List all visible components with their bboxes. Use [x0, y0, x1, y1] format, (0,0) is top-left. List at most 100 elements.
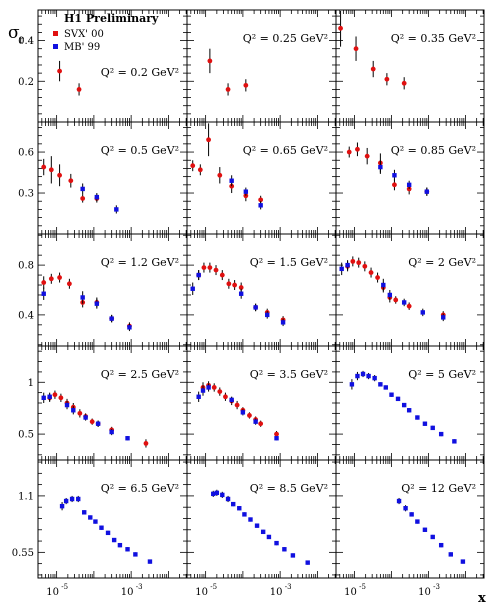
panel-q2-label: Q² = 5 GeV²	[408, 368, 476, 381]
data-point-svx00	[68, 178, 74, 184]
data-point-mb99	[383, 385, 388, 390]
data-point-mb99	[229, 178, 234, 183]
data-point-mb99	[83, 415, 88, 420]
data-point-mb99	[242, 512, 247, 517]
x-tick-exponent: -5	[210, 583, 217, 591]
panel-grid: 0.2 0.4 Q² = 0.2 GeV² Q² = 0.25 GeV² Q² = 0.…	[12, 9, 485, 598]
y-tick-label: 0.5	[18, 430, 34, 441]
data-point-mb99	[422, 527, 428, 532]
data-point-mb99	[190, 286, 195, 291]
data-point-svx00	[76, 87, 82, 92]
data-point-mb99	[88, 515, 93, 520]
data-point-mb99	[125, 436, 130, 441]
panel-q2-label: Q² = 0.65 GeV²	[243, 144, 328, 157]
data-point-mb99	[105, 530, 111, 536]
panel-q2-label: Q² = 12 GeV²	[401, 482, 476, 495]
data-point-mb99	[345, 262, 350, 268]
y-axis-symbol: σ	[8, 23, 20, 43]
data-point-svx00	[219, 272, 225, 278]
data-point-svx00	[364, 153, 370, 159]
data-point-mb99	[214, 490, 220, 496]
data-point-mb99	[392, 173, 397, 178]
panel-frame	[37, 345, 188, 461]
data-point-svx00	[57, 275, 62, 280]
data-point-mb99	[290, 553, 296, 558]
x-tick-exponent: -3	[285, 583, 292, 591]
data-point-mb99	[274, 436, 279, 441]
legend-marker-svx00	[53, 31, 58, 36]
data-point-mb99	[274, 540, 279, 546]
legend-label-mb99: MB' 99	[64, 42, 100, 53]
panel: 10 -5 10 -3Q² = 12 GeV²	[335, 459, 485, 598]
panel-frame	[335, 9, 485, 123]
data-point-mb99	[381, 282, 386, 288]
panel: 10 -5 10 -3Q² = 8.5 GeV²	[186, 459, 337, 598]
data-point-mb99	[266, 534, 272, 540]
panel-q2-label: Q² = 8.5 GeV²	[250, 482, 328, 495]
data-point-svx00	[401, 80, 407, 86]
data-point-mb99	[41, 395, 46, 401]
x-tick-label: 10	[418, 587, 431, 598]
panel-frame	[186, 233, 337, 347]
data-point-svx00	[355, 146, 360, 152]
data-point-mb99	[99, 525, 104, 530]
data-point-svx00	[48, 167, 54, 173]
data-point-mb99	[282, 547, 287, 552]
panel-frame	[37, 233, 188, 347]
data-point-svx00	[77, 410, 83, 416]
data-point-mb99	[253, 419, 258, 424]
data-point-svx00	[57, 172, 62, 178]
data-point-mb99	[229, 397, 234, 403]
x-tick-label: 10	[270, 587, 283, 598]
data-point-mb99	[127, 325, 132, 330]
x-tick-exponent: -5	[61, 583, 68, 591]
data-point-mb99	[422, 421, 428, 426]
panel-frame	[335, 233, 485, 347]
data-point-mb99	[349, 382, 355, 387]
data-point-mb99	[265, 312, 270, 318]
data-point-svx00	[406, 303, 412, 309]
data-point-svx00	[356, 260, 362, 266]
data-point-mb99	[125, 547, 130, 552]
panel: Q² = 2 GeV²	[335, 233, 485, 347]
data-point-svx00	[217, 172, 223, 178]
data-point-svx00	[353, 46, 359, 52]
data-point-mb99	[460, 559, 466, 564]
data-point-mb99	[225, 496, 231, 502]
data-point-mb99	[441, 315, 446, 320]
data-point-mb99	[360, 371, 366, 377]
panel-q2-label: Q² = 1.5 GeV²	[250, 256, 328, 269]
data-point-mb99	[260, 529, 266, 535]
data-point-mb99	[258, 203, 263, 208]
data-point-mb99	[452, 439, 457, 444]
figure-labels: σ r x H1 Preliminary SVX' 00 MB' 99	[8, 12, 486, 606]
data-point-svx00	[225, 87, 231, 92]
legend-label-svx00: SVX' 00	[64, 29, 104, 40]
y-tick-label: 0.4	[18, 310, 34, 321]
data-point-svx00	[207, 58, 213, 64]
legend-marker-mb99	[53, 44, 58, 49]
data-point-svx00	[217, 389, 223, 394]
data-point-svx00	[206, 137, 211, 143]
data-point-svx00	[66, 281, 72, 287]
data-point-svx00	[243, 82, 249, 88]
data-point-svx00	[80, 196, 86, 201]
data-point-svx00	[338, 25, 343, 31]
data-point-svx00	[375, 275, 380, 280]
data-point-mb99	[389, 392, 394, 397]
data-point-mb99	[71, 408, 76, 413]
panel: 0.551.110 -5 10 -3Q² = 6.5 GeV²	[12, 459, 188, 598]
panel-q2-label: Q² = 2.5 GeV²	[101, 368, 179, 381]
y-tick-label: 0.2	[18, 77, 34, 88]
data-point-mb99	[430, 425, 435, 431]
panel-q2-label: Q² = 0.25 GeV²	[243, 32, 328, 45]
data-point-svx00	[207, 265, 213, 270]
data-point-mb99	[396, 498, 402, 504]
y-tick-label: 0.8	[18, 261, 34, 272]
data-point-mb99	[395, 396, 401, 402]
panel-frame	[335, 121, 485, 235]
panel: 0.3 0.6 Q² = 0.5 GeV²	[18, 121, 188, 235]
data-point-svx00	[58, 395, 64, 401]
panel: Q² = 5 GeV²	[335, 345, 485, 461]
